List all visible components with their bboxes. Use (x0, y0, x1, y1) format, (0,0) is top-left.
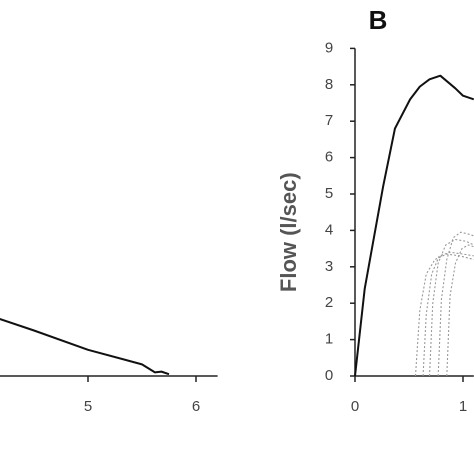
y-tick-label: 3 (325, 258, 333, 275)
x-tick-label: 1 (459, 398, 467, 415)
trial-line (437, 231, 474, 377)
trial-line (422, 251, 474, 377)
y-tick-label: 0 (325, 367, 333, 384)
y-tick-label: 9 (325, 39, 333, 56)
x-tick-label: 0 (351, 398, 359, 415)
main-line (354, 74, 474, 377)
panel-label: B (369, 5, 388, 35)
y-tick-label: 1 (325, 331, 333, 348)
y-tick-label: 2 (325, 294, 333, 311)
y-axis-label: Flow (l/sec) (276, 172, 301, 292)
trial-line (428, 238, 474, 377)
y-tick-label: 4 (325, 221, 333, 238)
y-tick-label: 8 (325, 76, 333, 93)
trial-line (446, 244, 474, 377)
y-tick-label: 6 (325, 149, 333, 166)
x-tick-label: 5 (84, 398, 92, 415)
x-tick-label: 6 (192, 398, 200, 415)
y-tick-label: 7 (325, 112, 333, 129)
main-line (0, 317, 170, 376)
y-tick-label: 5 (325, 185, 333, 202)
trial-line (414, 253, 474, 377)
